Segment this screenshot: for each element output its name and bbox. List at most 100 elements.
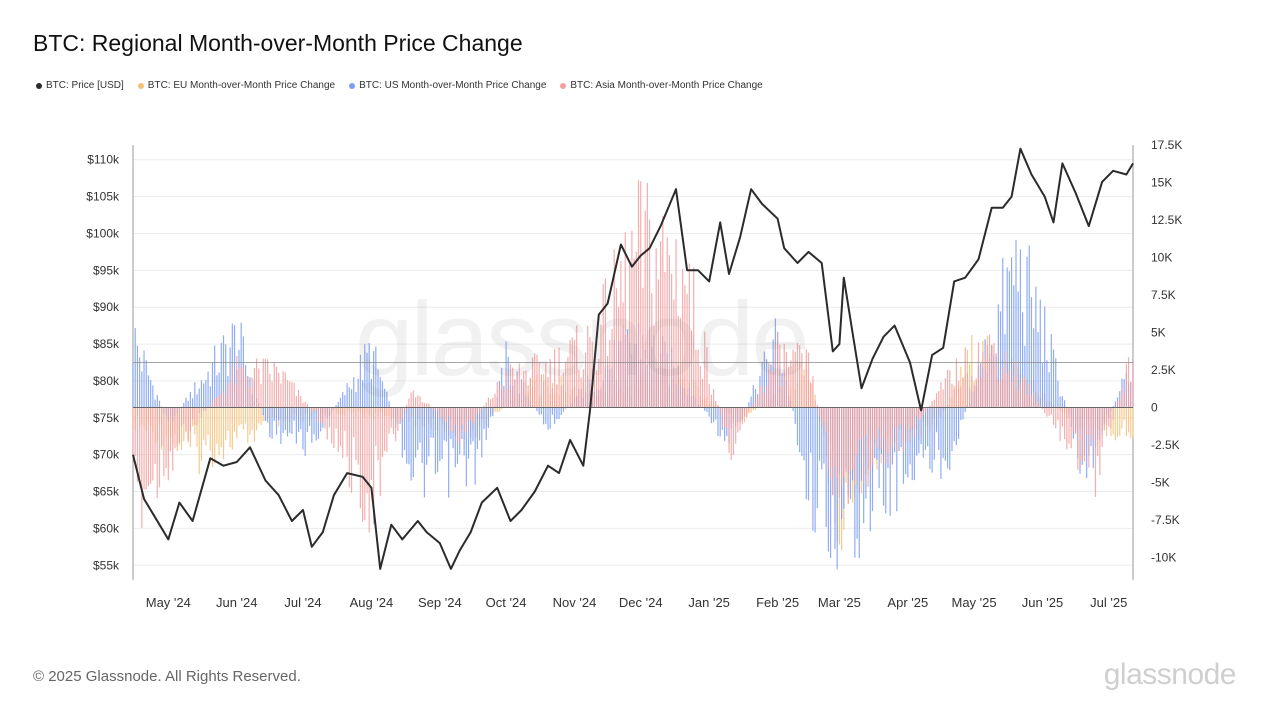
legend-label-asia: BTC: Asia Month-over-Month Price Change (570, 80, 763, 91)
legend-label-eu: BTC: EU Month-over-Month Price Change (147, 80, 336, 91)
bar-asia (189, 407, 191, 432)
bar-us (918, 407, 920, 454)
bar-asia (428, 403, 430, 408)
bar-asia (1048, 407, 1050, 416)
bar-us (448, 407, 450, 498)
bar-asia (788, 366, 790, 408)
price-line (132, 147, 1134, 570)
bar-asia (576, 325, 578, 408)
bar-asia (355, 407, 357, 460)
bar-eu (205, 407, 207, 446)
bar-asia (609, 339, 611, 408)
bar-asia (602, 284, 604, 408)
bar-asia (222, 390, 225, 408)
bar-asia (443, 407, 445, 422)
bar-us (1019, 249, 1022, 408)
bar-asia (838, 407, 841, 498)
bar-asia (986, 344, 988, 408)
bar-asia (776, 332, 779, 408)
bar-eu (242, 407, 244, 430)
bar-us (858, 407, 860, 559)
bar-asia (704, 331, 706, 408)
bar-asia (158, 407, 161, 488)
bar-us (1063, 400, 1066, 408)
bar-asia (878, 407, 880, 429)
bar-asia (324, 407, 326, 429)
bar-asia (737, 407, 739, 433)
bar-asia (542, 381, 545, 408)
bar-asia (494, 393, 496, 408)
bar-asia (216, 397, 218, 408)
bar-asia (644, 210, 646, 408)
bar-asia (988, 334, 991, 408)
bar-us (357, 378, 359, 408)
bar-asia (516, 373, 518, 408)
bar-asia (1097, 407, 1099, 457)
bar-asia (911, 407, 913, 427)
bar-us (1028, 245, 1030, 408)
bar-asia (187, 407, 189, 443)
bar-asia (922, 407, 924, 415)
bar-asia (344, 407, 346, 431)
bar-asia (463, 407, 465, 433)
y-left-tick-label: $65k (93, 485, 120, 499)
bar-us (156, 395, 158, 408)
bar-us (1013, 285, 1015, 408)
bar-asia (1072, 407, 1074, 432)
bar-us (951, 407, 953, 452)
bar-asia (180, 407, 183, 427)
bar-asia (527, 385, 529, 408)
bar-asia (1132, 361, 1134, 408)
legend-item-price[interactable]: BTC: Price [USD] (36, 80, 124, 91)
bar-asia (507, 388, 509, 408)
bar-asia (273, 362, 275, 408)
bar-eu (247, 407, 249, 444)
y-left-tick-label: $80k (93, 374, 120, 388)
y-right-tick-label: 12.5K (1151, 213, 1182, 227)
bar-asia (249, 387, 251, 408)
bar-asia (412, 390, 414, 408)
bar-us (812, 407, 814, 531)
bar-asia (587, 325, 589, 408)
bar-asia (185, 407, 187, 433)
bar-us (350, 389, 353, 408)
bar-eu (209, 407, 211, 451)
bar-us (344, 395, 346, 408)
bar-us (311, 407, 313, 443)
legend-item-asia[interactable]: BTC: Asia Month-over-Month Price Change (560, 80, 763, 91)
bar-asia (505, 371, 507, 408)
bar-us (807, 407, 810, 501)
bar-us (878, 407, 880, 489)
bar-us (483, 407, 485, 429)
bar-asia (964, 347, 966, 408)
bar-asia (256, 358, 258, 408)
bar-us (192, 398, 194, 408)
bar-asia (701, 378, 704, 408)
bar-asia (209, 404, 211, 408)
bar-us (492, 407, 494, 417)
bar-us (412, 407, 414, 478)
legend-item-eu[interactable]: BTC: EU Month-over-Month Price Change (137, 80, 336, 91)
bar-asia (183, 407, 185, 425)
bar-us (814, 407, 816, 533)
bar-asia (913, 407, 916, 438)
bar-us (353, 377, 355, 408)
y-right-tick-label: -10K (1151, 551, 1176, 565)
bar-eu (207, 407, 209, 436)
legend-dot-us (349, 82, 356, 89)
bar-us (547, 407, 549, 430)
x-tick-label: Jun '25 (1022, 595, 1064, 610)
bar-asia (379, 407, 381, 497)
bar-asia (973, 385, 975, 408)
bar-us (403, 407, 406, 451)
chart-legend: BTC: Price [USD] BTC: EU Month-over-Mont… (36, 80, 763, 91)
bar-asia (918, 407, 920, 420)
bar-us (406, 407, 408, 464)
bar-us (1017, 291, 1019, 408)
legend-item-us[interactable]: BTC: US Month-over-Month Price Change (349, 80, 546, 91)
bar-us (262, 407, 264, 416)
y-left-tick-label: $90k (93, 300, 120, 314)
bar-us (222, 335, 225, 408)
bar-asia (666, 237, 668, 408)
